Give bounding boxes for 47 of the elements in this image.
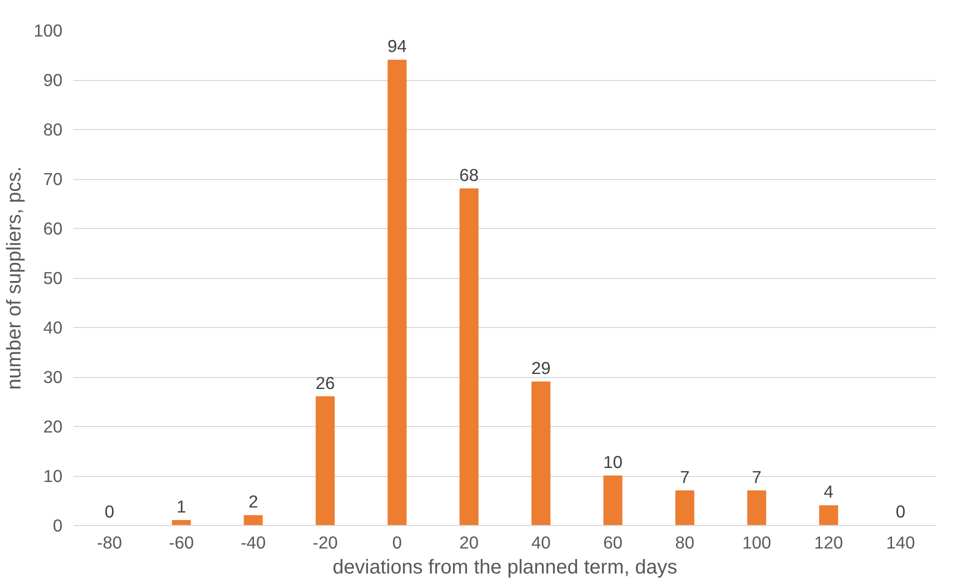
bar (819, 505, 838, 526)
y-tick-label: 30 (43, 367, 63, 387)
bar (460, 188, 479, 526)
x-tick-label: -60 (168, 532, 194, 552)
data-label: 68 (459, 164, 479, 185)
y-tick-label: 50 (43, 268, 63, 288)
y-tick-label: 80 (43, 120, 63, 140)
x-tick-label: 40 (531, 532, 551, 552)
bar (316, 396, 335, 526)
x-tick-label: -40 (240, 532, 266, 552)
data-label: 7 (752, 466, 762, 487)
x-tick-label: 120 (814, 532, 844, 552)
data-label: 1 (176, 496, 186, 517)
data-label: 26 (316, 372, 335, 393)
y-tick-label: 40 (43, 318, 63, 338)
y-tick-label: 90 (43, 70, 63, 90)
y-tick-label: 20 (43, 416, 63, 436)
data-label: 29 (531, 358, 551, 378)
x-tick-label: -20 (312, 532, 338, 552)
y-tick-label: 70 (43, 169, 63, 189)
bar (747, 490, 766, 526)
bar (675, 490, 694, 526)
bar (244, 515, 263, 526)
data-label: 0 (104, 502, 114, 522)
x-axis-title: deviations from the planned term, days (332, 556, 678, 578)
bar (531, 381, 550, 526)
x-tick-label: 140 (886, 532, 916, 552)
y-tick-label: 10 (43, 466, 63, 486)
data-label: 94 (387, 36, 408, 56)
x-tick-label: 80 (675, 532, 694, 552)
bar (388, 60, 407, 526)
data-label: 7 (680, 466, 690, 487)
y-tick-label: 60 (43, 218, 63, 238)
x-tick-label: 20 (459, 532, 479, 552)
data-label: 0 (896, 502, 906, 522)
bar (172, 520, 191, 526)
x-tick-label: 100 (742, 532, 772, 552)
y-tick-label: 0 (52, 516, 63, 536)
x-tick-label: 60 (603, 532, 623, 552)
data-label: 2 (248, 492, 258, 512)
y-tick-label: 100 (34, 20, 63, 40)
x-tick-label: -80 (96, 532, 122, 552)
data-label: 4 (824, 482, 834, 502)
data-label: 10 (603, 452, 623, 472)
bar (603, 476, 622, 526)
y-axis-title: number of suppliers, pcs. (4, 166, 26, 390)
x-tick-label: 0 (392, 532, 402, 552)
